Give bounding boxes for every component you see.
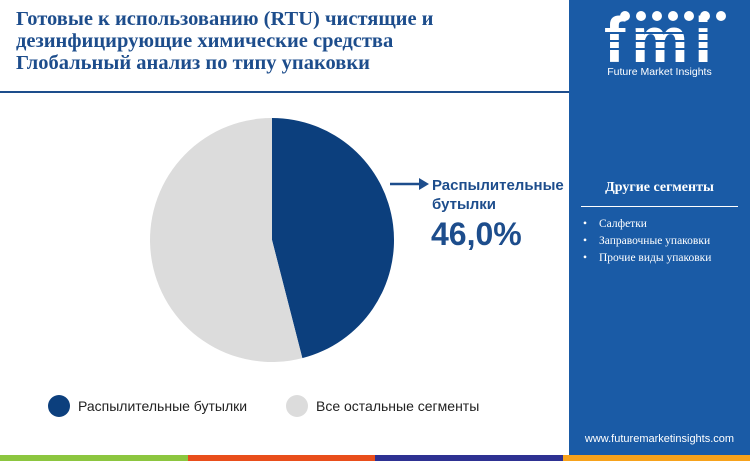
sidebar-item-other: Прочие виды упаковки (581, 250, 711, 267)
title-divider (0, 91, 569, 93)
legend-swatch-other (286, 395, 308, 417)
legend-label-spray: Распылительные бутылки (78, 398, 248, 414)
footer-color-segment-2 (375, 455, 563, 461)
page-title: Готовые к использованию (RTU) чистящие и… (16, 8, 556, 74)
pie-slice-0 (272, 117, 395, 359)
logo-subtitle: Future Market Insights (607, 66, 712, 78)
callout-label-line-2: бутылки (432, 196, 497, 213)
pie-chart (150, 117, 429, 363)
fmi-logo-icon: fmi (589, 6, 729, 76)
callout-label-line-1: Распылительные (432, 177, 564, 194)
legend-item-other: Все остальные сегменты (286, 395, 479, 417)
callout-label: Распылительные бутылки (432, 176, 564, 214)
legend-label-other: Все остальные сегменты (316, 398, 480, 414)
footer-color-segment-0 (0, 455, 188, 461)
footer-color-segment-3 (562, 455, 750, 461)
sidebar-title: Другие сегменты (605, 180, 714, 195)
title-line-1: Готовые к использованию (RTU) чистящие и (16, 8, 434, 30)
legend-swatch-spray (48, 395, 70, 417)
title-line-3: Глобальный анализ по типу упаковки (16, 52, 370, 74)
pie-slice-1 (150, 118, 303, 363)
title-line-2: дезинфицирующие химические средства (16, 30, 394, 52)
sidebar-item-wipes: Салфетки (581, 216, 711, 233)
pie-slices (150, 117, 395, 363)
legend-item-spray: Распылительные бутылки (48, 395, 247, 417)
sidebar-item-refills: Заправочные упаковки (581, 233, 711, 250)
website-link[interactable]: www.futuremarketinsights.com (584, 433, 735, 445)
footer-color-segment-1 (187, 455, 375, 461)
brand-panel: fmi Future Market Insights Другие сегмен… (569, 0, 750, 461)
sidebar-list: Салфетки Заправочные упаковки Прочие вид… (581, 216, 711, 267)
sidebar-divider (581, 206, 738, 207)
callout-value: 46,0% (431, 216, 522, 252)
footer-color-bar (0, 455, 750, 461)
callout-arrow-icon (419, 178, 429, 190)
